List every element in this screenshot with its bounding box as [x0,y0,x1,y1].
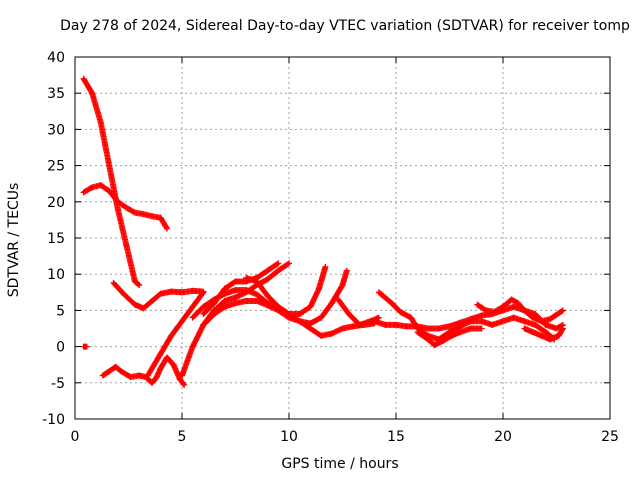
data-series [335,296,382,328]
y-tick-label: 25 [47,159,65,175]
data-point [558,308,565,315]
data-point [559,325,566,332]
data-series [110,279,207,312]
data-point [135,281,142,288]
data-point [164,225,171,232]
x-tick-label: 15 [387,429,405,445]
data-series [80,75,143,289]
data-point [181,381,188,388]
data-point [275,260,282,267]
x-tick-label: 10 [280,429,298,445]
data-series [80,343,90,350]
data-point [478,325,485,332]
data-series [371,303,566,332]
data-point [83,343,90,350]
y-tick-label: 0 [56,340,65,356]
y-tick-label: 40 [47,50,65,66]
data-point [559,307,566,314]
data-point [286,260,292,267]
data-series [200,260,292,328]
data-series [521,325,566,343]
y-tick-label: 30 [47,122,65,138]
x-tick-label: 0 [71,429,80,445]
data-layer [80,75,566,388]
data-point [199,290,206,297]
y-tick-label: -10 [42,412,65,428]
data-series [474,296,566,325]
data-series [144,289,207,379]
grid-lines [75,57,610,419]
data-point [284,261,291,268]
x-tick-label: 25 [601,429,619,445]
x-tick-label: 20 [494,429,512,445]
data-point [200,289,207,296]
data-series [200,260,282,318]
y-tick-label: 35 [47,86,65,102]
y-tick-label: -5 [51,376,65,392]
data-point [322,263,329,270]
chart-title: Day 278 of 2024, Sidereal Day-to-day VTE… [60,18,630,34]
data-point [343,267,350,274]
y-tick-label: 10 [47,267,65,283]
data-series [414,325,485,349]
data-point [163,224,170,231]
data-point [180,380,187,387]
axis-ticks: 0 5 10 15 20 25 -10 -5 0 5 10 15 20 25 30 35 40 [42,50,619,445]
x-tick-label: 5 [178,429,187,445]
y-tick-label: 15 [47,231,65,247]
x-axis-label: GPS time / hours [281,456,399,472]
data-series [99,354,188,388]
data-point [274,261,281,268]
data-series [80,182,171,232]
data-point [136,282,143,289]
y-tick-label: 20 [47,195,65,211]
y-tick-label: 5 [56,303,65,319]
data-point [559,326,566,333]
